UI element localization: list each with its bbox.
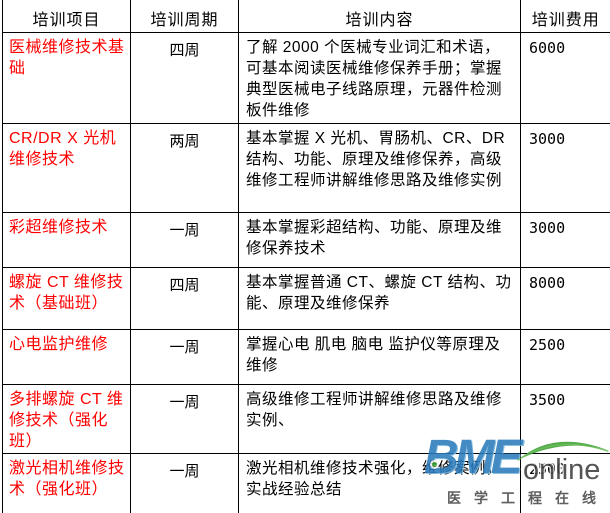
- course-period: 一周: [130, 328, 239, 385]
- table-header-row: 培训项目 培训周期 培训内容 培训费用: [2, 0, 610, 33]
- course-fee: 3000: [520, 122, 610, 213]
- course-fee: 3000: [520, 211, 610, 268]
- table-row: 激光相机维修技术（强化班） 一周 激光相机维修技术强化，维修案例，实战经验总结 …: [2, 452, 610, 513]
- course-period: 四周: [130, 266, 239, 330]
- course-name: 多排螺旋 CT 维修技术（强化班）: [2, 383, 131, 454]
- header-fee: 培训费用: [520, 0, 610, 33]
- course-fee: 6000: [520, 31, 610, 124]
- course-period: 一周: [130, 211, 239, 268]
- course-name: CR/DR X 光机维修技术: [2, 122, 131, 213]
- table-row: CR/DR X 光机维修技术 两周 基本掌握 X 光机、胃肠机、CR、DR 结构…: [2, 122, 610, 213]
- course-content: 掌握心电 肌电 脑电 监护仪等原理及维修: [238, 328, 521, 385]
- course-content: 基本掌握彩超结构、功能、原理及维修保养技术: [238, 211, 521, 268]
- course-content: 基本掌握 X 光机、胃肠机、CR、DR 结构、功能、原理及维修保养，高级维修工程…: [238, 122, 521, 213]
- course-content: 了解 2000 个医械专业词汇和术语，可基本阅读医械维修保养手册；掌握典型医械电…: [238, 31, 521, 124]
- course-fee: 2500: [520, 452, 610, 513]
- table-row: 螺旋 CT 维修技术（基础班） 四周 基本掌握普通 CT、螺旋 CT 结构、功能…: [2, 266, 610, 330]
- course-content: 基本掌握普通 CT、螺旋 CT 结构、功能、原理及维修保养: [238, 266, 521, 330]
- course-period: 一周: [130, 452, 239, 513]
- course-fee: 8000: [520, 266, 610, 330]
- course-content: 激光相机维修技术强化，维修案例，实战经验总结: [238, 452, 521, 513]
- table-row: 心电监护维修 一周 掌握心电 肌电 脑电 监护仪等原理及维修 2500: [2, 328, 610, 385]
- header-period: 培训周期: [130, 0, 239, 33]
- course-period: 四周: [130, 31, 239, 124]
- course-fee: 3500: [520, 383, 610, 454]
- course-name: 心电监护维修: [2, 328, 131, 385]
- header-content: 培训内容: [238, 0, 521, 33]
- course-content: 高级维修工程师讲解维修思路及维修实例、: [238, 383, 521, 454]
- course-name: 彩超维修技术: [2, 211, 131, 268]
- header-project: 培训项目: [2, 0, 131, 33]
- table-row: 多排螺旋 CT 维修技术（强化班） 一周 高级维修工程师讲解维修思路及维修实例、…: [2, 383, 610, 454]
- table-row: 彩超维修技术 一周 基本掌握彩超结构、功能、原理及维修保养技术 3000: [2, 211, 610, 268]
- course-fee: 2500: [520, 328, 610, 385]
- course-name: 医械维修技术基础: [2, 31, 131, 124]
- course-name: 螺旋 CT 维修技术（基础班）: [2, 266, 131, 330]
- table-row: 医械维修技术基础 四周 了解 2000 个医械专业词汇和术语，可基本阅读医械维修…: [2, 31, 610, 124]
- course-name: 激光相机维修技术（强化班）: [2, 452, 131, 513]
- course-period: 一周: [130, 383, 239, 454]
- course-period: 两周: [130, 122, 239, 213]
